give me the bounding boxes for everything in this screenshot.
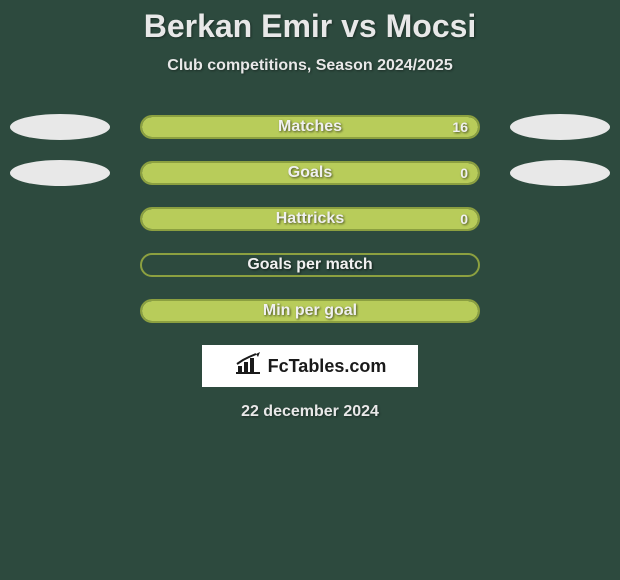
stat-row-goals: Goals 0 (0, 161, 620, 185)
stat-label: Hattricks (276, 210, 344, 228)
left-value-ellipse (10, 114, 110, 140)
stat-label: Goals per match (247, 256, 372, 274)
right-value-ellipse (510, 114, 610, 140)
stat-bar: Min per goal (140, 299, 480, 323)
stat-value-right: 16 (452, 119, 468, 135)
stat-value-right: 0 (460, 165, 468, 181)
right-value-ellipse (510, 160, 610, 186)
stat-bar: Hattricks 0 (140, 207, 480, 231)
stat-row-matches: Matches 16 (0, 115, 620, 139)
page-subtitle: Club competitions, Season 2024/2025 (0, 57, 620, 75)
stat-label: Matches (278, 118, 342, 136)
stat-bar: Matches 16 (140, 115, 480, 139)
fctables-logo: FcTables.com (202, 345, 418, 387)
date-label: 22 december 2024 (0, 403, 620, 421)
comparison-chart: Matches 16 Goals 0 Hattricks 0 Goals per… (0, 115, 620, 323)
stat-bar: Goals per match (140, 253, 480, 277)
stat-label: Goals (288, 164, 332, 182)
stat-row-min-per-goal: Min per goal (0, 299, 620, 323)
stat-row-hattricks: Hattricks 0 (0, 207, 620, 231)
stat-row-goals-per-match: Goals per match (0, 253, 620, 277)
logo-text: FcTables.com (268, 356, 387, 377)
stat-bar: Goals 0 (140, 161, 480, 185)
stat-label: Min per goal (263, 302, 357, 320)
chart-icon (234, 352, 262, 381)
stat-value-right: 0 (460, 211, 468, 227)
page-title: Berkan Emir vs Mocsi (0, 0, 620, 45)
left-value-ellipse (10, 160, 110, 186)
